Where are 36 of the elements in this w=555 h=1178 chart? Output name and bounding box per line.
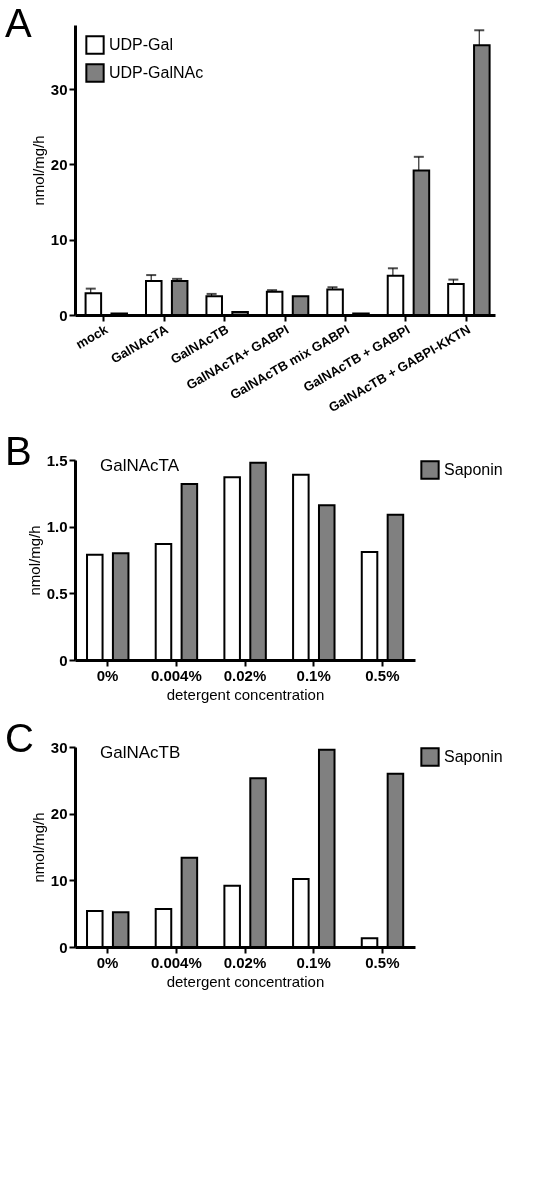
y-tick-label: 0 — [59, 651, 68, 669]
y-axis-title: nmol/mg/h — [29, 135, 47, 206]
y-tick-label: 0.5 — [46, 584, 68, 602]
y-tick-label: 10 — [50, 871, 68, 889]
y-tick-label: 20 — [50, 155, 68, 173]
y-tick-label: 30 — [50, 80, 68, 98]
y-tick-label: 20 — [50, 805, 68, 823]
x-tick-label: 0.5% — [365, 953, 400, 971]
x-tick-label: 0.1% — [296, 953, 331, 971]
x-tick-label: 0.02% — [223, 666, 267, 684]
chart-title: A — [5, 1, 32, 45]
y-tick-label: 0 — [59, 938, 68, 956]
x-axis-title: detergent concentration — [166, 972, 325, 990]
y-tick-label: 30 — [50, 738, 68, 756]
x-tick-label: 0% — [96, 953, 119, 971]
x-axis-title: detergent concentration — [166, 685, 325, 703]
x-tick-label: 0.004% — [150, 666, 202, 684]
legend-label: UDP-GalNAc — [109, 64, 204, 81]
y-axis-title: nmol/mg/h — [25, 525, 43, 596]
x-tick-label: 0.004% — [150, 953, 202, 971]
legend-label: Saponin — [444, 748, 503, 765]
x-tick-label: 0.02% — [223, 953, 267, 971]
x-tick-label: 0% — [96, 666, 119, 684]
chart-title: B — [5, 429, 32, 473]
y-tick-label: 1.5 — [46, 451, 68, 469]
y-tick-label: 0 — [59, 306, 68, 324]
annotation: GalNAcTA — [100, 456, 180, 475]
y-tick-label: 1.0 — [46, 518, 68, 536]
legend-label: UDP-Gal — [109, 36, 174, 53]
x-tick-label: 0.5% — [365, 666, 400, 684]
x-tick-label: 0.1% — [296, 666, 331, 684]
legend-label: Saponin — [444, 461, 503, 478]
annotation: GalNAcTB — [100, 743, 181, 762]
chart-title: C — [5, 716, 34, 760]
y-axis-title: nmol/mg/h — [29, 812, 47, 883]
y-tick-label: 10 — [50, 231, 68, 249]
